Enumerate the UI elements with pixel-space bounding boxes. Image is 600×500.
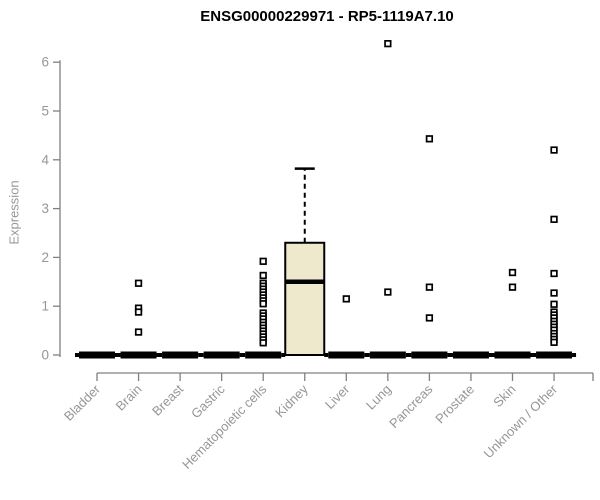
x-tick-label: Skin <box>490 382 518 410</box>
outlier-point-brain <box>134 279 143 287</box>
outlier-point-unknown-other <box>550 215 558 223</box>
outlier-point-brain <box>134 328 143 336</box>
outlier-point-hematopoietic-cells <box>259 257 267 265</box>
whisker-cap-right-unknown-other <box>572 353 577 357</box>
whisker-cap-right-hematopoietic-cells <box>281 353 286 357</box>
outlier-point-unknown-other <box>550 289 558 297</box>
chart-title: ENSG00000229971 - RP5-1119A7.10 <box>200 8 454 25</box>
outlier-point-unknown-other <box>550 146 558 154</box>
y-tick-label: 0 <box>41 348 49 363</box>
outlier-point-unknown-other <box>550 300 558 308</box>
boxplot-bar-skin <box>494 351 531 359</box>
x-tick-label: Gastric <box>188 381 228 421</box>
whisker-cap-left-pancreas <box>407 353 412 357</box>
boxplot-box-kidney <box>284 241 326 356</box>
x-tick-label: Brain <box>113 382 145 414</box>
y-tick-label: 1 <box>41 299 49 314</box>
whisker-cap-left-brain <box>116 353 121 357</box>
x-tick-label: Lung <box>363 382 394 413</box>
outlier-point-brain <box>134 308 143 316</box>
outlier-point-liver <box>342 295 350 303</box>
y-tick-label: 4 <box>41 152 49 167</box>
outlier-point-pancreas <box>425 135 434 143</box>
boxplot-bar-pancreas <box>411 351 448 359</box>
whisker-cap-left-skin <box>490 353 495 357</box>
whisker-cap-left-liver <box>324 353 329 357</box>
outlier-point-unknown-other <box>550 338 558 346</box>
outlier-point-pancreas <box>425 314 434 322</box>
boxplot-bar-lung <box>369 351 406 359</box>
outlier-point-hematopoietic-cells <box>259 339 267 347</box>
outlier-point-pancreas <box>425 283 434 291</box>
outlier-point-skin <box>508 268 517 277</box>
whisker-cap-left-gastric <box>199 353 204 357</box>
y-tick-label: 3 <box>41 201 49 216</box>
boxplot-bar-bladder <box>79 351 115 359</box>
boxplot-bar-unknown-other <box>536 351 573 359</box>
outlier-point-unknown-other <box>550 269 558 278</box>
x-tick-label: Kidney <box>272 381 311 420</box>
y-tick-label: 2 <box>41 250 49 265</box>
x-tick-label: Bladder <box>61 381 104 424</box>
x-tick-label: Pancreas <box>386 381 436 431</box>
outlier-point-hematopoietic-cells <box>259 271 267 280</box>
boxplot-bar-gastric <box>203 351 240 359</box>
outlier-point-lung <box>384 288 392 296</box>
whisker-cap-left-lung <box>365 353 370 357</box>
boxplot-bar-brain <box>120 351 157 359</box>
x-tick-label: Liver <box>322 381 353 412</box>
x-tick-label: Unknown / Other <box>481 381 561 461</box>
boxplot-bar-breast <box>162 351 199 359</box>
boxplot-bar-liver <box>328 351 365 359</box>
boxplot-bar-hematopoietic-cells <box>245 351 282 359</box>
whisker-cap-left-hematopoietic-cells <box>241 353 246 357</box>
whisker-cap-left-prostate <box>448 353 453 357</box>
whisker-cap-left-breast <box>158 353 163 357</box>
y-tick-label: 5 <box>41 104 49 119</box>
whisker-cap-left-unknown-other <box>532 353 537 357</box>
y-tick-label: 6 <box>41 55 49 70</box>
x-tick-label: Prostate <box>432 382 477 427</box>
boxplot-bar-prostate <box>452 351 489 359</box>
whisker-cap-left-bladder <box>75 353 79 357</box>
x-tick-label: Breast <box>149 381 186 418</box>
outlier-point-hematopoietic-cells <box>259 300 267 308</box>
outlier-point-skin <box>508 283 517 291</box>
outlier-point-lung <box>384 40 392 48</box>
